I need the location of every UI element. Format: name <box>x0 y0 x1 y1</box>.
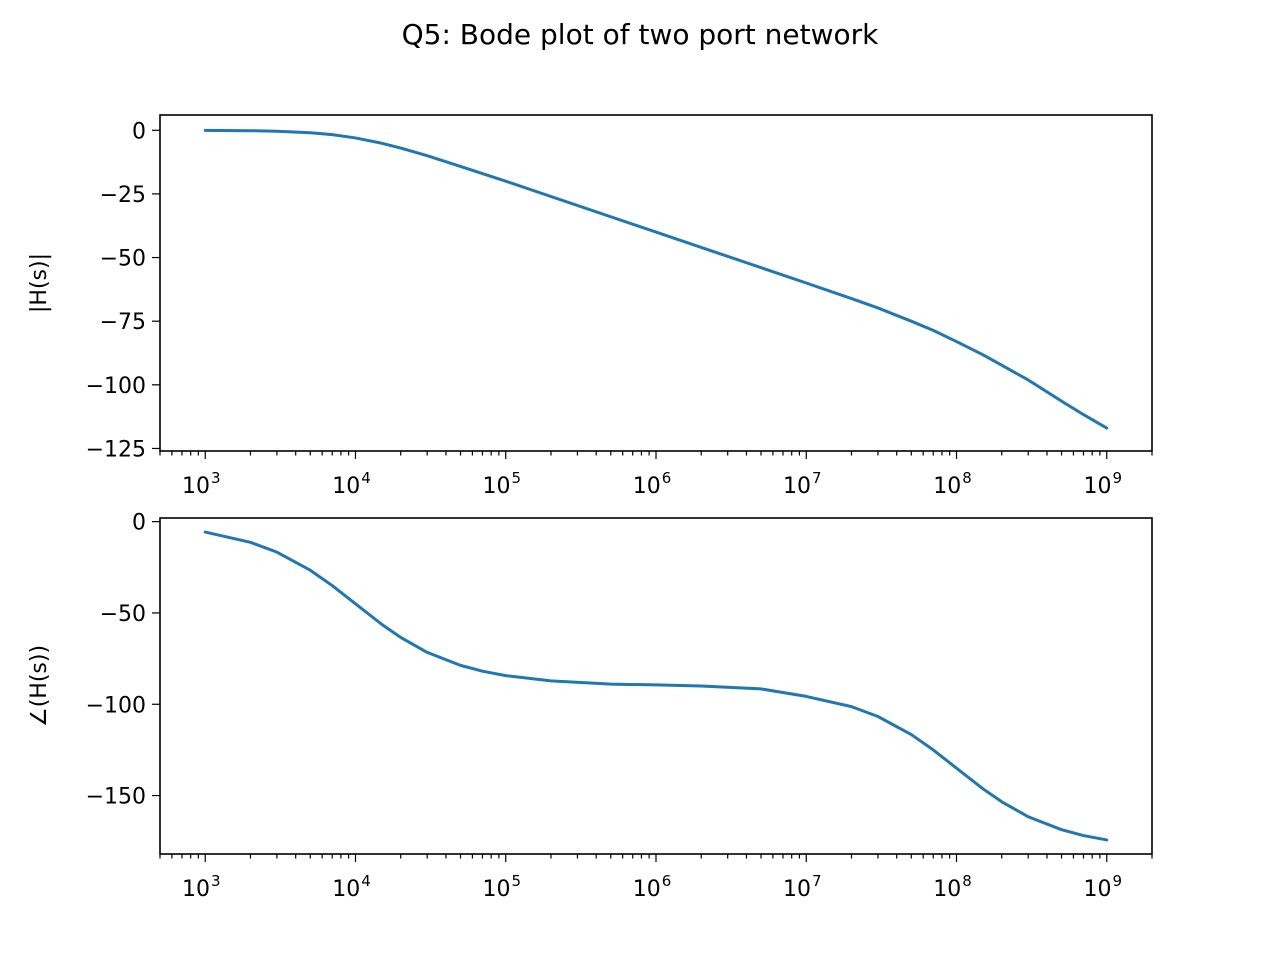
y-tick-label: 0 <box>132 119 146 144</box>
y-tick-label: −150 <box>86 785 146 810</box>
x-tick-label: 108 <box>933 872 972 902</box>
x-tick-label: 104 <box>332 872 371 902</box>
y-tick-label: −100 <box>86 693 146 718</box>
x-tick-label: 105 <box>482 469 521 499</box>
phase-plot: 103 104 105 106 107 108 109 0 −50 −100 −150 ∠(H(s)) <box>27 511 1153 902</box>
series-line-0 <box>203 128 1109 430</box>
x-tick-label: 107 <box>783 872 822 902</box>
y-tick-label: −50 <box>100 602 146 627</box>
y-tick-label: −50 <box>100 247 146 272</box>
x-tick-label: 106 <box>633 872 672 902</box>
x-tick-label: 103 <box>182 872 221 902</box>
y-axis-label: |H(s)| <box>27 253 52 313</box>
x-tick-label: 105 <box>482 872 521 902</box>
x-tick-label: 108 <box>933 469 972 499</box>
series-line-0 <box>203 530 1109 842</box>
axes-frame <box>159 114 1153 452</box>
y-tick-label: −100 <box>86 374 146 399</box>
x-tick-label: 109 <box>1083 469 1122 499</box>
x-tick-label: 106 <box>633 469 672 499</box>
y-tick-label: 0 <box>132 511 146 536</box>
y-axis-label: ∠(H(s)) <box>27 645 52 727</box>
y-tick-label: −25 <box>100 183 146 208</box>
magnitude-plot: 103 104 105 106 107 108 109 0 −25 −50 −75 −100 −125 |… <box>27 114 1153 499</box>
y-tick-label: −125 <box>86 437 146 462</box>
y-tick-label: −75 <box>100 310 146 335</box>
x-tick-label: 103 <box>182 469 221 499</box>
figure-title: Q5: Bode plot of two port network <box>402 18 880 51</box>
x-tick-label: 104 <box>332 469 371 499</box>
x-tick-label: 109 <box>1083 872 1122 902</box>
x-tick-label: 107 <box>783 469 822 499</box>
